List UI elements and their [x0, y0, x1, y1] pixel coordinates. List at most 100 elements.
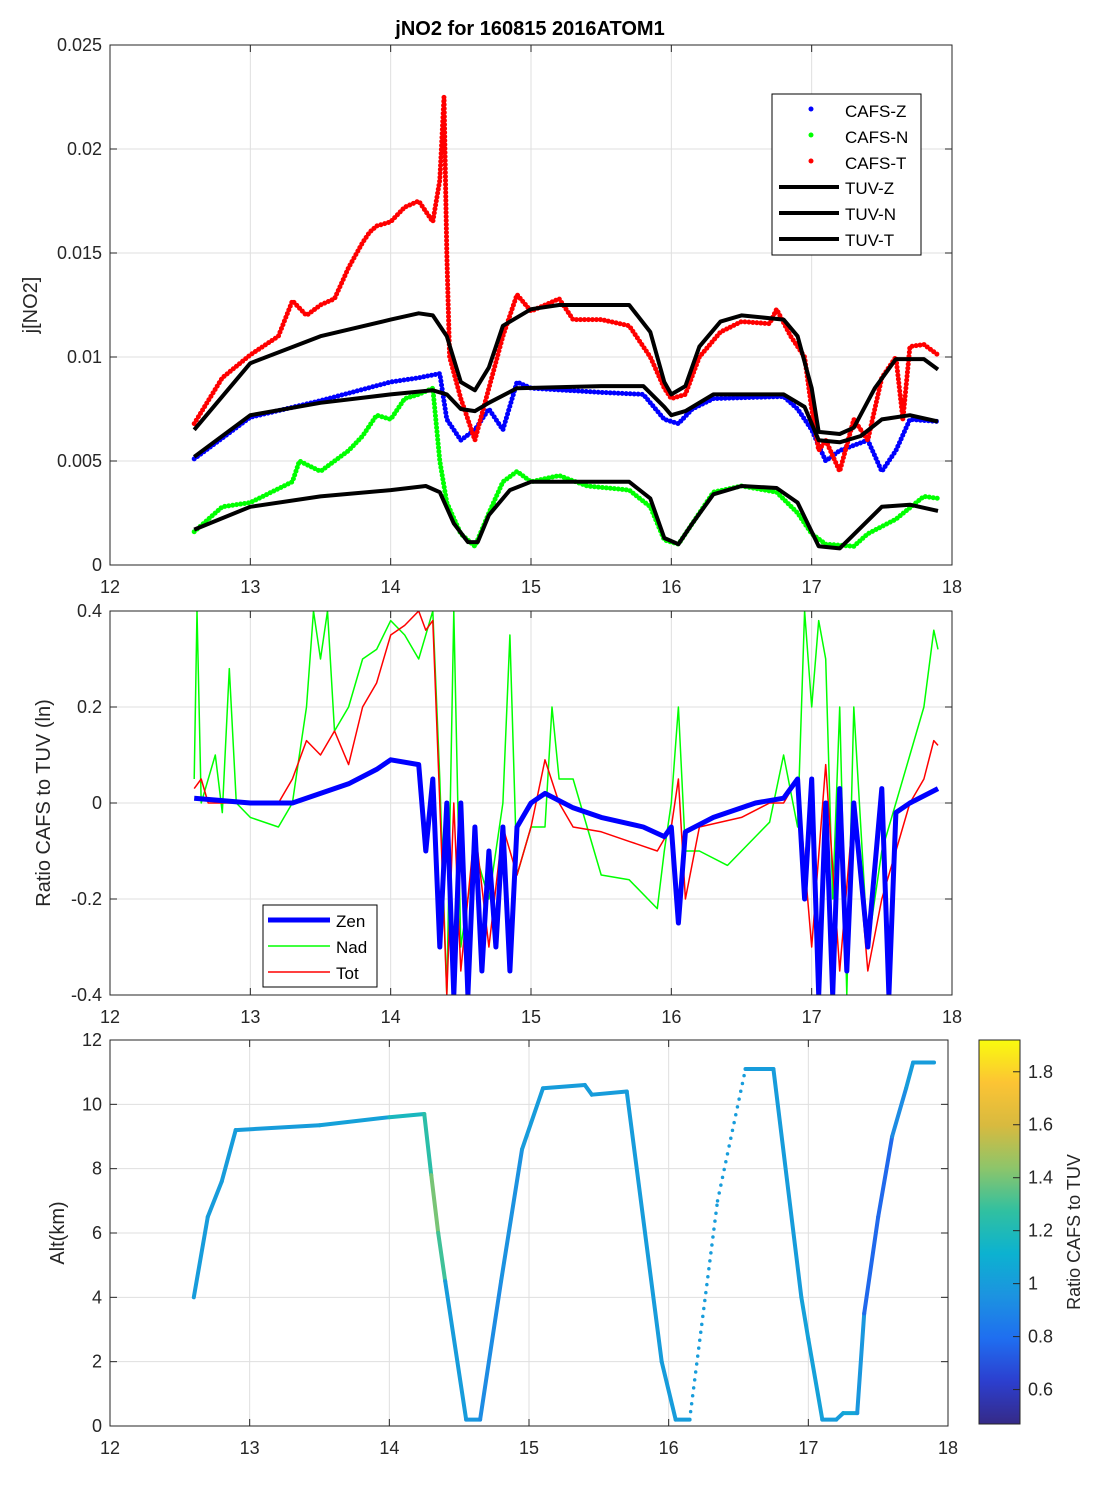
- x-tick-label: 13: [240, 1007, 260, 1027]
- y-tick-label: 10: [82, 1094, 102, 1114]
- altitude-track-segment: [771, 1066, 804, 1300]
- legend-label-zen: Zen: [336, 912, 365, 931]
- x-tick-label: 18: [942, 577, 962, 597]
- colorbar-tick-label: 1.6: [1028, 1115, 1053, 1135]
- altitude-track-segment: [191, 1214, 210, 1300]
- x-tick-label: 17: [802, 1007, 822, 1027]
- y-tick-label: 0: [92, 555, 102, 575]
- altitude-track-segment: [687, 1199, 720, 1422]
- altitude-track-segment: [904, 1060, 916, 1091]
- altitude-panel: 12 13 14 15 16 17 18 0 2 4 6 8 10 12: [82, 1030, 958, 1458]
- x-tick-label: 15: [521, 1007, 541, 1027]
- y-tick-label: 8: [92, 1159, 102, 1179]
- legend-label-cafs-t: CAFS-T: [845, 154, 906, 173]
- legend-label-cafs-n: CAFS-N: [845, 128, 908, 147]
- x-tick-label: 12: [100, 577, 120, 597]
- legend-label-tuv-n: TUV-N: [845, 205, 896, 224]
- x-tick-label: 16: [661, 1007, 681, 1027]
- altitude-track-segment: [317, 1115, 392, 1128]
- colorbar-gradient: [978, 1039, 1021, 1425]
- x-tick-label: 12: [100, 1007, 120, 1027]
- colorbar: Ratio CAFS to TUV 0.6 0.8 1 1.2 1.4 1.6 1.8: [978, 1039, 1084, 1425]
- series-tuv-z-line: [193, 384, 939, 459]
- colorbar-tick-label: 1.2: [1028, 1221, 1053, 1241]
- x-tick-label: 14: [379, 1438, 399, 1458]
- y-tick-label: 2: [92, 1352, 102, 1372]
- legend-marker-cafs-n: [808, 132, 814, 138]
- x-tick-label: 17: [798, 1438, 818, 1458]
- legend-ratio: Zen Nad Tot: [262, 904, 378, 988]
- altitude-track-segment: [499, 1147, 525, 1284]
- series-cafs-z-dots: [191, 371, 941, 474]
- y-tick-label: 0.2: [77, 697, 102, 717]
- altitude-track-segment: [422, 1111, 434, 1178]
- colorbar-tick-label: 1: [1028, 1274, 1038, 1294]
- altitude-track-segment: [862, 1214, 881, 1316]
- axes-frame: [109, 1039, 949, 1427]
- legend-label-tuv-z: TUV-Z: [845, 179, 894, 198]
- colorbar-tick-label: 0.6: [1028, 1380, 1053, 1400]
- colorbar-tick-label: 1.8: [1028, 1062, 1053, 1082]
- y-tick-label: 0: [92, 1416, 102, 1436]
- colorbar-label: Ratio CAFS to TUV: [1064, 1154, 1084, 1310]
- altitude-track-segment: [855, 1311, 867, 1416]
- x-tick-label: 13: [240, 577, 260, 597]
- series-cafs-t-dots: [191, 94, 941, 474]
- altitude-track-segment: [799, 1295, 811, 1342]
- x-tick-label: 18: [942, 1007, 962, 1027]
- x-tick-label: 13: [240, 1438, 260, 1458]
- y-tick-label: 12: [82, 1030, 102, 1050]
- altitude-track-segment: [436, 1231, 448, 1284]
- y-tick-label: -0.2: [71, 889, 102, 909]
- x-tick-label: 14: [381, 1007, 401, 1027]
- altitude-track-segment: [443, 1279, 469, 1422]
- x-tick-label: 12: [100, 1438, 120, 1458]
- chart-title: jNO2 for 160815 2016ATOM1: [394, 18, 664, 40]
- altitude-track-segment: [233, 1123, 322, 1133]
- series-zen-line: [193, 757, 940, 995]
- altitude-track-segment: [429, 1173, 441, 1235]
- series-tuv-n-line: [193, 479, 939, 551]
- legend-label-tuv-t: TUV-T: [845, 231, 894, 250]
- legend-marker-cafs-z: [808, 106, 814, 112]
- legend-label-tot: Tot: [336, 964, 359, 983]
- y-tick-label: 4: [92, 1287, 102, 1307]
- legend-marker-cafs-t: [808, 158, 814, 164]
- series-nad-line: [193, 611, 939, 995]
- altitude-track-segment: [715, 1067, 748, 1203]
- y-tick-label: 0.01: [67, 347, 102, 367]
- colorbar-tick-label: 1.4: [1028, 1168, 1053, 1188]
- legend-jno2: CAFS-Z CAFS-N CAFS-T TUV-Z TUV-N TUV-T: [771, 93, 922, 256]
- y-axis-label-altitude: Alt(km): [47, 1201, 69, 1264]
- altitude-track-segment: [478, 1279, 504, 1422]
- altitude-track-segment: [806, 1337, 825, 1422]
- altitude-track-segment: [540, 1083, 587, 1091]
- x-tick-label: 15: [521, 577, 541, 597]
- y-tick-label: 0: [92, 793, 102, 813]
- altitude-track-segment: [890, 1086, 909, 1139]
- x-tick-label: 18: [938, 1438, 958, 1458]
- legend-label-nad: Nad: [336, 938, 367, 957]
- x-tick-label: 14: [381, 577, 401, 597]
- y-tick-label: 0.02: [67, 139, 102, 159]
- y-tick-label: 0.4: [77, 601, 102, 621]
- legend-label-cafs-z: CAFS-Z: [845, 102, 906, 121]
- axes-frame: [109, 610, 953, 996]
- altitude-track-segment: [387, 1111, 427, 1120]
- altitude-track-segment: [520, 1086, 545, 1152]
- x-tick-label: 16: [661, 577, 681, 597]
- y-tick-label: 0.005: [57, 451, 102, 471]
- altitude-track-segment: [624, 1089, 664, 1364]
- ratio-panel: 12 13 14 15 16 17 18 -0.4 -0.2 0 0.2 0.4: [71, 601, 962, 1027]
- altitude-track-segment: [589, 1089, 629, 1097]
- y-tick-label: 0.015: [57, 243, 102, 263]
- altitude-track-segment: [205, 1179, 224, 1219]
- series-tuv-t-line: [192, 303, 940, 436]
- x-tick-label: 17: [802, 577, 822, 597]
- altitude-track-segment: [219, 1128, 238, 1184]
- axes-frame: [109, 44, 953, 566]
- y-tick-label: 0.025: [57, 35, 102, 55]
- x-tick-label: 15: [519, 1438, 539, 1458]
- colorbar-tick-label: 0.8: [1028, 1327, 1053, 1347]
